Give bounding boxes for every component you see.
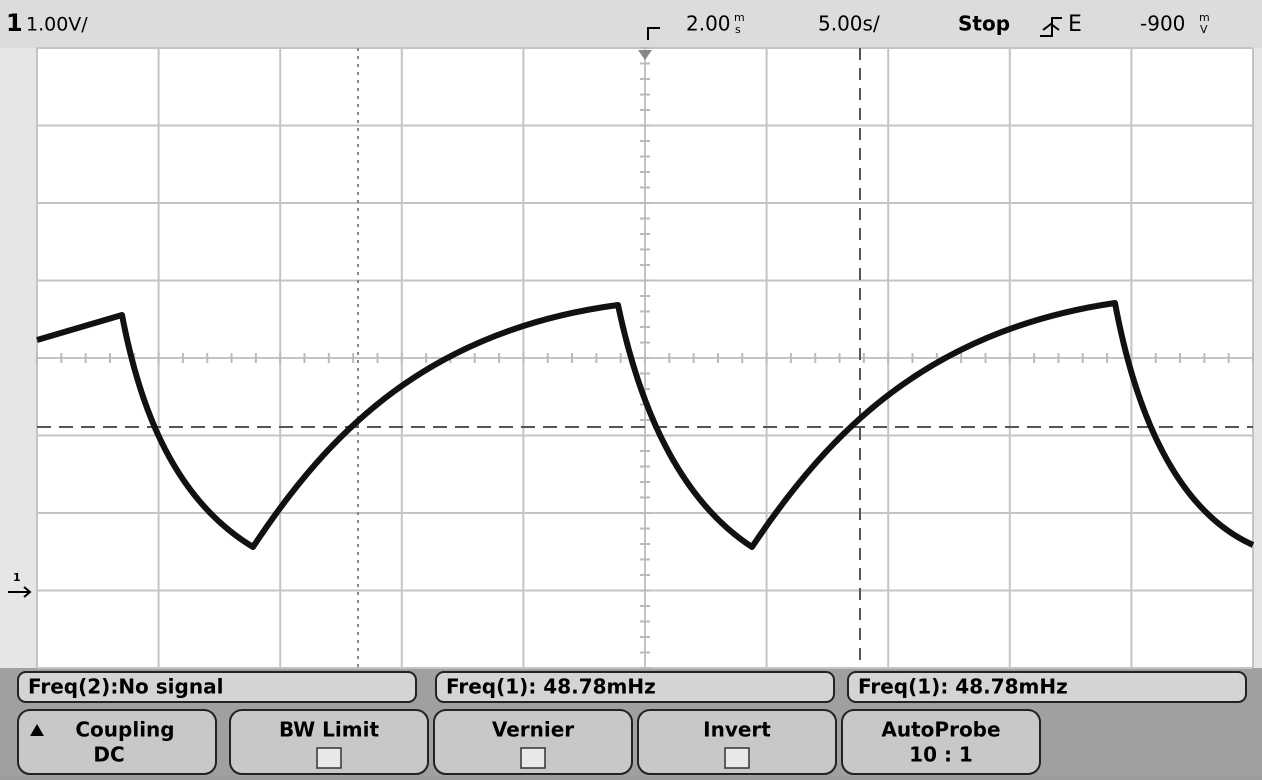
channel-number: 1: [6, 9, 23, 37]
waveform: [36, 300, 1255, 550]
measurement-box: [435, 671, 835, 703]
trigger-slope: [1040, 17, 1062, 37]
delay: 2.00: [686, 12, 731, 36]
softkey-label: Vernier: [492, 718, 574, 742]
left-margin: [0, 48, 37, 668]
delay-unit: s: [735, 23, 741, 36]
trigger-icon: [647, 27, 660, 40]
right-margin: [1253, 48, 1262, 668]
measurement-row: Freq(2):No signal Freq(1): 48.78mHz Freq(1…: [17, 671, 1247, 703]
channel-scale: 1.00V/: [26, 14, 88, 36]
menu-arrow: [30, 724, 44, 736]
measurement-text: Freq(2):No signal: [28, 675, 223, 699]
softkey-label: AutoProbe: [881, 718, 1000, 742]
grid: [36, 47, 1254, 669]
softkey-label: Coupling: [75, 718, 174, 742]
trigger-marker: [638, 50, 652, 60]
softkey[interactable]: [433, 709, 633, 775]
ground-marker: 1: [13, 571, 21, 584]
checkbox[interactable]: [316, 747, 342, 769]
softkey-label: Invert: [703, 718, 771, 742]
softkey[interactable]: [17, 709, 217, 775]
softkey[interactable]: [841, 709, 1041, 775]
softkey-value: DC: [93, 743, 124, 767]
trigger-unit: V: [1200, 23, 1208, 36]
softkey-value: 10 : 1: [909, 743, 973, 767]
trigger-source: E: [1068, 12, 1082, 37]
checkbox[interactable]: [520, 747, 546, 769]
measurement-text: Freq(1): 48.78mHz: [446, 675, 656, 699]
softkey-label: BW Limit: [279, 718, 379, 742]
checkbox[interactable]: [724, 747, 750, 769]
trigger-unit: m: [1199, 11, 1210, 24]
measurement-text: Freq(1): 48.78mHz: [858, 675, 1068, 699]
timebase: 5.00s/: [818, 12, 880, 36]
run-state: Stop: [958, 12, 1010, 36]
ground-arrow: [8, 586, 32, 598]
softkey[interactable]: [637, 709, 837, 775]
trigger-level: -900: [1140, 12, 1185, 36]
delay-unit: m: [734, 11, 745, 24]
measurement-box: [847, 671, 1247, 703]
softkey[interactable]: [229, 709, 429, 775]
measurement-box: [17, 671, 417, 703]
